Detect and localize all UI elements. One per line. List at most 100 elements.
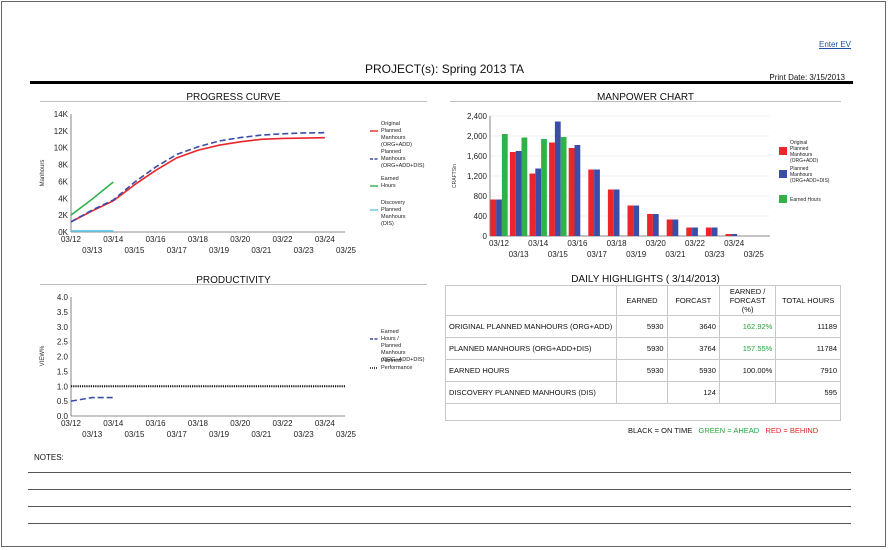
legend-item-label: Planned — [381, 149, 401, 155]
y-tick-label: 1,200 — [467, 172, 488, 181]
y-tick-label: 1,600 — [467, 152, 488, 161]
bar — [521, 137, 528, 236]
legend-item-label: Manhours — [381, 156, 406, 162]
row-label: EARNED HOURS — [444, 359, 618, 382]
x-tick-label: 03/12 — [489, 239, 510, 248]
highlights-title: DAILY HIGHLIGHTS ( 3/14/2013) — [571, 274, 720, 285]
legend-item-label: Original — [381, 121, 400, 127]
table-row: ORIGINAL PLANNED MANHOURS (ORG+ADD) 5930… — [444, 315, 841, 338]
bar — [731, 234, 738, 236]
bar — [627, 205, 634, 236]
bar — [490, 199, 497, 236]
bar — [725, 234, 732, 236]
bar — [560, 137, 567, 236]
legend-label: Planned — [790, 146, 809, 152]
total-cell: 11784 — [775, 337, 841, 360]
x-tick-label: 03/25 — [744, 250, 765, 259]
x-tick-label: 03/23 — [294, 246, 315, 255]
y-tick-label: 2K — [58, 211, 68, 220]
bar — [692, 227, 698, 236]
bar — [541, 139, 547, 236]
x-tick-label: 03/24 — [315, 419, 336, 428]
manpower-panel: MANPOWER CHART — [450, 92, 841, 103]
x-tick-label: 03/13 — [82, 430, 103, 439]
x-tick-label: 03/23 — [705, 250, 726, 259]
x-tick-label: 03/22 — [273, 419, 294, 428]
x-tick-label: 03/14 — [103, 235, 124, 244]
legend-item-label: Planned — [381, 128, 401, 134]
x-tick-label: 03/18 — [607, 239, 628, 248]
pct-cell: 100.00% — [718, 359, 777, 382]
bar — [647, 214, 653, 236]
pct-cell: 157.55% — [718, 337, 777, 360]
x-tick-label: 03/12 — [61, 419, 82, 428]
bar — [568, 148, 575, 236]
x-tick-label: 03/13 — [82, 246, 103, 255]
row-label: DISCOVERY PLANNED MANHOURS (DIS) — [444, 381, 618, 404]
x-tick-label: 03/21 — [251, 430, 272, 439]
x-tick-label: 03/20 — [230, 419, 251, 428]
header-cell: EARNED / FORCAST (%) — [718, 285, 777, 316]
x-tick-label: 03/18 — [188, 235, 209, 244]
legend-red: RED = BEHIND — [765, 426, 819, 435]
y-tick-label: 10K — [54, 144, 69, 153]
legend-item-label: (ORG+ADD+DIS) — [381, 163, 425, 169]
x-tick-label: 03/19 — [209, 430, 230, 439]
x-tick-label: 03/17 — [167, 246, 188, 255]
bar — [574, 145, 581, 236]
x-tick-label: 03/21 — [665, 250, 686, 259]
y-tick-label: 1.5 — [57, 367, 69, 376]
legend-label: Manhours — [790, 152, 813, 158]
header-cell: FORCAST — [666, 285, 720, 316]
y-axis-title: CRAFTSin — [452, 164, 458, 188]
table-row: PLANNED MANHOURS (ORG+ADD+DIS) 5930 3764… — [444, 337, 841, 360]
legend-item-label: Earned — [381, 329, 399, 335]
y-tick-label: 8K — [58, 161, 68, 170]
earned-cell: 5930 — [616, 315, 668, 338]
legend-label: (ORG+ADD) — [790, 158, 819, 164]
total-cell: 7910 — [775, 359, 841, 382]
y-tick-label: 0.0 — [57, 412, 69, 421]
enter-ev-link[interactable]: Enter EV — [818, 40, 851, 49]
x-tick-label: 03/19 — [626, 250, 647, 259]
legend-item-label: Manhours — [381, 350, 406, 356]
row-label: PLANNED MANHOURS (ORG+ADD+DIS) — [444, 337, 618, 360]
series-line-1 — [70, 131, 325, 223]
legend-item-label: Hours / — [381, 336, 399, 342]
x-tick-label: 03/15 — [124, 246, 145, 255]
legend-label: (ORG+ADD+DIS) — [790, 178, 830, 184]
forcast-cell: 3640 — [666, 315, 720, 338]
header-cell: TOTAL HOURS — [775, 285, 841, 316]
legend-item-label: Manhours — [381, 135, 406, 141]
x-tick-label: 03/20 — [646, 239, 667, 248]
bar — [549, 142, 555, 236]
bar — [686, 227, 693, 236]
y-tick-label: 0.5 — [57, 397, 69, 406]
legend-item-label: (ORG+ADD) — [381, 142, 412, 148]
earned-cell — [616, 381, 668, 404]
x-tick-label: 03/25 — [336, 246, 357, 255]
print-date: Print Date: 3/15/2013 — [769, 73, 845, 82]
y-tick-label: 2,400 — [467, 112, 488, 121]
project-label: PROJECT(s): — [365, 62, 439, 76]
notes-line — [28, 523, 851, 524]
y-tick-label: 4K — [58, 194, 68, 203]
bar — [652, 214, 659, 236]
y-tick-label: 3.5 — [57, 308, 69, 317]
x-tick-label: 03/16 — [146, 235, 167, 244]
x-tick-label: 03/17 — [587, 250, 608, 259]
bar — [501, 134, 508, 236]
y-tick-label: 1.0 — [57, 382, 69, 391]
legend-item-label: (ORG+ADD+DIS) — [381, 357, 425, 363]
project-name: Spring 2013 TA — [441, 62, 524, 76]
legend-swatch — [779, 170, 787, 178]
x-tick-label: 03/12 — [61, 235, 82, 244]
y-axis-title: VIEW% — [40, 345, 46, 366]
highlights-header-row: EARNED FORCAST EARNED / FORCAST (%) TOTA… — [444, 285, 841, 316]
legend-item-label: Planned — [381, 343, 401, 349]
status-legend: BLACK = ON TIME GREEN = AHEAD RED = BEHI… — [628, 426, 818, 435]
legend-item-label: Performance — [381, 365, 413, 371]
total-cell: 595 — [775, 381, 841, 404]
